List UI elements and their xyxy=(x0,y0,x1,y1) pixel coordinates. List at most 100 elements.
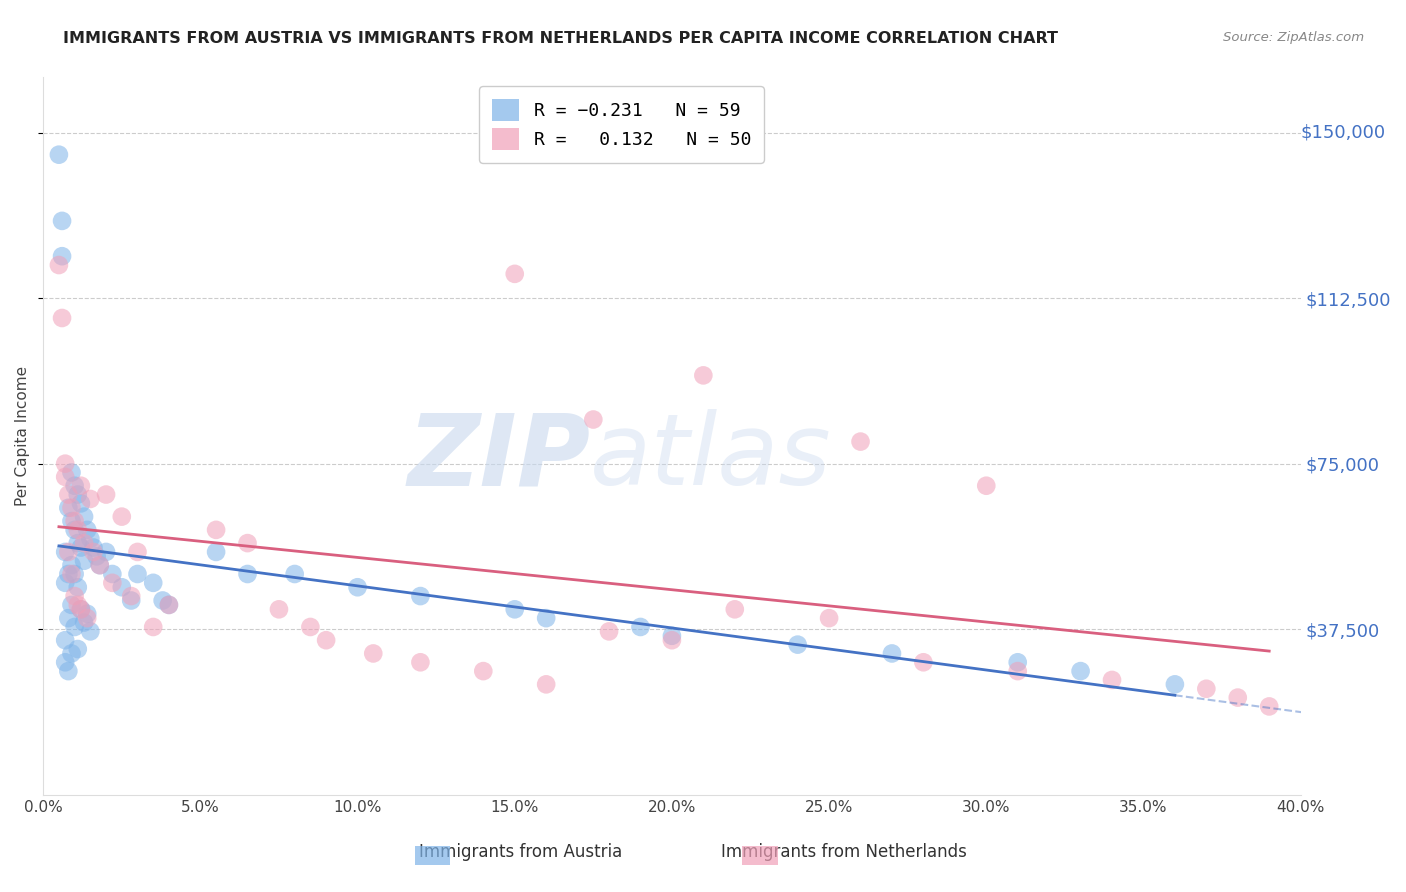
Point xyxy=(53,633,76,648)
Point xyxy=(63,589,86,603)
Point xyxy=(53,655,76,669)
Point xyxy=(152,593,174,607)
Point xyxy=(76,611,98,625)
Text: ZIP: ZIP xyxy=(408,409,591,506)
Text: Source: ZipAtlas.com: Source: ZipAtlas.com xyxy=(1223,31,1364,45)
Point xyxy=(60,647,83,661)
Point xyxy=(58,500,80,515)
Point xyxy=(60,466,83,480)
Point xyxy=(361,647,384,661)
Point xyxy=(94,487,117,501)
Point xyxy=(661,629,683,643)
Point xyxy=(58,567,80,582)
Point xyxy=(101,567,124,582)
Point xyxy=(786,638,808,652)
Point xyxy=(409,655,432,669)
Y-axis label: Per Capita Income: Per Capita Income xyxy=(15,366,30,506)
Point xyxy=(53,575,76,590)
Point xyxy=(79,491,101,506)
Point xyxy=(48,258,70,272)
Point xyxy=(60,500,83,515)
Point xyxy=(236,567,259,582)
Point xyxy=(66,523,89,537)
Point xyxy=(472,664,495,678)
Text: $150,000: $150,000 xyxy=(1301,124,1386,142)
Point xyxy=(76,607,98,621)
Point xyxy=(76,523,98,537)
Point xyxy=(127,567,149,582)
Point xyxy=(79,532,101,546)
Point xyxy=(82,541,104,555)
Point xyxy=(818,611,841,625)
Point xyxy=(70,541,93,555)
Point xyxy=(661,633,683,648)
Point xyxy=(63,514,86,528)
Text: Immigrants from Netherlands: Immigrants from Netherlands xyxy=(721,843,966,861)
Point xyxy=(82,545,104,559)
Point xyxy=(1007,664,1029,678)
Point xyxy=(73,615,96,630)
Point xyxy=(346,580,368,594)
Point xyxy=(912,655,935,669)
Text: IMMIGRANTS FROM AUSTRIA VS IMMIGRANTS FROM NETHERLANDS PER CAPITA INCOME CORRELA: IMMIGRANTS FROM AUSTRIA VS IMMIGRANTS FR… xyxy=(63,31,1059,46)
Point xyxy=(1195,681,1218,696)
Point xyxy=(63,479,86,493)
Point xyxy=(692,368,714,383)
Point xyxy=(111,580,134,594)
Point xyxy=(70,496,93,510)
Point xyxy=(66,487,89,501)
Point xyxy=(101,575,124,590)
Point xyxy=(70,602,93,616)
Point xyxy=(73,554,96,568)
Point xyxy=(157,598,180,612)
Point xyxy=(70,479,93,493)
Point xyxy=(58,611,80,625)
Point xyxy=(157,598,180,612)
Point xyxy=(1101,673,1123,687)
Point xyxy=(534,677,557,691)
Point xyxy=(66,598,89,612)
Point xyxy=(120,589,142,603)
Point xyxy=(51,249,73,263)
Point xyxy=(73,509,96,524)
Point xyxy=(503,267,526,281)
Point xyxy=(880,647,903,661)
Point xyxy=(503,602,526,616)
Point xyxy=(534,611,557,625)
Point xyxy=(630,620,652,634)
Point xyxy=(315,633,337,648)
Point xyxy=(205,545,228,559)
Point xyxy=(51,310,73,325)
Text: atlas: atlas xyxy=(591,409,832,506)
Point xyxy=(267,602,290,616)
Point xyxy=(89,558,111,573)
Point xyxy=(142,575,165,590)
Legend: R = −0.231   N = 59, R =   0.132   N = 50: R = −0.231 N = 59, R = 0.132 N = 50 xyxy=(479,87,763,163)
Point xyxy=(582,412,605,426)
Point xyxy=(48,147,70,161)
Point xyxy=(86,549,108,564)
Point xyxy=(111,509,134,524)
Point xyxy=(53,457,76,471)
Point xyxy=(94,545,117,559)
Point xyxy=(51,214,73,228)
Point xyxy=(53,470,76,484)
Point xyxy=(63,523,86,537)
Point xyxy=(89,558,111,573)
Point xyxy=(1226,690,1249,705)
Point xyxy=(1258,699,1281,714)
Point xyxy=(66,536,89,550)
Point xyxy=(70,602,93,616)
Point xyxy=(58,664,80,678)
Point xyxy=(120,593,142,607)
Point xyxy=(127,545,149,559)
Point xyxy=(974,479,997,493)
Point xyxy=(60,558,83,573)
Point xyxy=(236,536,259,550)
Point xyxy=(205,523,228,537)
Point xyxy=(724,602,747,616)
Point xyxy=(66,580,89,594)
Point xyxy=(1070,664,1092,678)
Point xyxy=(73,536,96,550)
Point xyxy=(142,620,165,634)
